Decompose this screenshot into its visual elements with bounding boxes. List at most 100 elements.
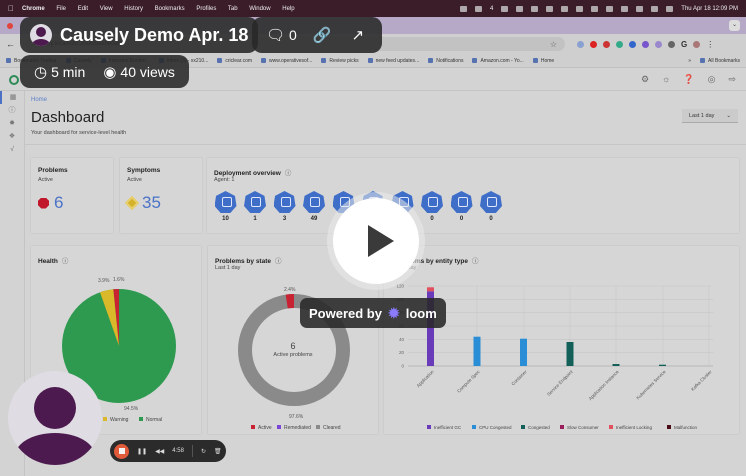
back-arrow-icon[interactable]: ← bbox=[6, 39, 15, 49]
video-title[interactable]: Causely Demo Apr. 18 bbox=[60, 24, 249, 45]
menu-edit[interactable]: Edit bbox=[71, 5, 88, 12]
extension-purple-icon[interactable] bbox=[642, 40, 649, 48]
pause-icon[interactable]: ❚❚ bbox=[137, 448, 148, 455]
bluetooth-icon[interactable] bbox=[591, 5, 599, 12]
entity-app[interactable]: 10 bbox=[214, 191, 237, 222]
menu-file[interactable]: File bbox=[50, 5, 66, 12]
pin-icon[interactable] bbox=[546, 5, 554, 12]
svg-text:Inefficient Locking: Inefficient Locking bbox=[616, 425, 652, 430]
info-icon[interactable]: ⓘ bbox=[471, 258, 479, 265]
breadcrumb[interactable]: Home bbox=[31, 97, 48, 103]
health-pie-chart[interactable]: 3.9% 1.6% 94.5% Warning Normal bbox=[31, 246, 201, 434]
close-window-icon[interactable] bbox=[7, 23, 13, 29]
search-icon[interactable] bbox=[651, 5, 659, 12]
extension-badge-icon[interactable] bbox=[603, 40, 610, 48]
theme-icon[interactable]: ☼ bbox=[662, 74, 671, 84]
symptom-diamond-icon bbox=[124, 195, 140, 211]
entity-svc[interactable]: 49 bbox=[303, 191, 326, 222]
extension-blue-icon[interactable] bbox=[629, 40, 636, 48]
shield-icon[interactable] bbox=[531, 5, 539, 12]
bookmark-item[interactable]: criclear.com bbox=[217, 58, 252, 64]
extension-icon[interactable] bbox=[516, 5, 524, 12]
profile-icon[interactable] bbox=[693, 40, 701, 48]
info-icon[interactable]: ⓘ bbox=[284, 170, 292, 177]
play-button[interactable] bbox=[327, 192, 425, 290]
causely-logo-icon[interactable] bbox=[9, 75, 19, 85]
rewind-icon[interactable]: ◀◀ bbox=[155, 448, 165, 455]
card-title: Problems by state bbox=[215, 258, 271, 265]
menu-app[interactable]: Chrome bbox=[16, 5, 45, 12]
extension-green-icon[interactable] bbox=[616, 40, 623, 48]
wechat-icon[interactable] bbox=[474, 5, 482, 12]
extension-1-icon[interactable] bbox=[577, 40, 584, 48]
opera-icon[interactable] bbox=[590, 40, 597, 48]
problems-donut-chart[interactable]: 2.4% 97.6% Active Remediated Cleared bbox=[208, 246, 378, 434]
nav-dashboard-icon[interactable]: ▦ bbox=[0, 91, 24, 104]
menu-help[interactable]: Help bbox=[276, 5, 294, 12]
problems-card[interactable]: Problems Active 6 bbox=[31, 158, 113, 233]
all-bookmarks[interactable]: All Bookmarks bbox=[700, 58, 740, 64]
nav-topology-icon[interactable]: ✸ bbox=[9, 120, 15, 127]
screen-icon[interactable] bbox=[576, 5, 584, 12]
gear-icon[interactable]: ⚙ bbox=[641, 74, 650, 84]
sound-icon[interactable] bbox=[501, 5, 509, 12]
bookmark-item[interactable]: Review picks bbox=[321, 58, 358, 64]
nav-metrics-icon[interactable]: √ bbox=[10, 146, 14, 153]
camera-bubble[interactable] bbox=[8, 371, 102, 465]
time-range-select[interactable]: Last 1 day ⌄ bbox=[682, 109, 738, 123]
entity-node[interactable]: 3 bbox=[273, 191, 296, 222]
menu-history[interactable]: History bbox=[118, 5, 143, 12]
info-icon[interactable]: ⓘ bbox=[61, 258, 69, 265]
apple-icon[interactable]:  bbox=[8, 4, 14, 13]
restart-icon[interactable]: ↻ bbox=[200, 448, 207, 455]
control-center-icon[interactable] bbox=[666, 5, 674, 12]
bookmark-item[interactable]: www.operativesof... bbox=[261, 58, 312, 64]
kubernetes-icon bbox=[244, 191, 266, 213]
eye-icon: ◉ bbox=[103, 63, 117, 81]
extension-gear-icon[interactable] bbox=[655, 40, 662, 48]
stop-recording-button[interactable] bbox=[114, 443, 129, 459]
symptoms-card[interactable]: Symptoms Active 35 bbox=[120, 158, 202, 233]
bookmark-item[interactable]: Home bbox=[533, 58, 554, 64]
extensions-puzzle-icon[interactable] bbox=[668, 40, 675, 48]
clock[interactable]: Thu Apr 18 12:09 PM bbox=[681, 5, 738, 12]
bookmark-item[interactable]: new feed updates... bbox=[368, 58, 420, 64]
entity-cluster[interactable]: 1 bbox=[244, 191, 267, 222]
powered-by-loom-badge[interactable]: Powered by ✹ loom bbox=[300, 298, 446, 328]
bookmark-item[interactable]: Notifications bbox=[428, 58, 463, 64]
menu-bookmarks[interactable]: Bookmarks bbox=[148, 5, 185, 12]
extensions: G ⋮ bbox=[577, 40, 714, 49]
dropbox-icon[interactable] bbox=[459, 5, 467, 12]
entity-broker[interactable]: 0 bbox=[421, 191, 444, 222]
entity-vm[interactable]: 0 bbox=[480, 191, 503, 222]
tab-search-chevron-icon[interactable]: ⌄ bbox=[729, 20, 740, 31]
wifi-icon[interactable] bbox=[636, 5, 644, 12]
bookmarks-overflow[interactable]: » bbox=[688, 57, 692, 64]
menu-tab[interactable]: Tab bbox=[221, 5, 238, 12]
menu-view[interactable]: View bbox=[93, 5, 113, 12]
nav-problems-icon[interactable]: ⓘ bbox=[8, 107, 16, 114]
logout-icon[interactable]: ⇨ bbox=[728, 74, 736, 84]
entity-cache[interactable]: 0 bbox=[450, 191, 473, 222]
trash-icon[interactable]: 🗑 bbox=[214, 448, 222, 455]
user-icon[interactable]: ◎ bbox=[707, 74, 716, 84]
svg-text:20: 20 bbox=[399, 350, 405, 355]
recording-timer: 4:58 bbox=[172, 448, 184, 454]
battery-icon[interactable] bbox=[621, 5, 629, 12]
more-menu-icon[interactable]: ⋮ bbox=[706, 39, 715, 49]
flag-icon[interactable] bbox=[606, 5, 614, 12]
comments-button[interactable]: 🗨 0 bbox=[266, 27, 297, 44]
google-icon[interactable]: G bbox=[681, 39, 688, 49]
nav-services-icon[interactable]: ❖ bbox=[8, 133, 16, 140]
clipboard-icon[interactable] bbox=[561, 5, 569, 12]
menu-profiles[interactable]: Profiles bbox=[190, 5, 216, 12]
menu-window[interactable]: Window bbox=[243, 5, 270, 12]
help-icon[interactable]: ❓ bbox=[683, 74, 695, 84]
bookmark-item[interactable]: Amazon.com - Yo... bbox=[472, 58, 523, 64]
card-title: Symptoms bbox=[127, 167, 161, 174]
copy-link-button[interactable]: 🔗 bbox=[313, 26, 336, 44]
open-external-button[interactable]: ↗ bbox=[352, 26, 369, 44]
bookmark-star-icon[interactable]: ☆ bbox=[549, 39, 557, 49]
info-icon[interactable]: ⓘ bbox=[275, 258, 282, 265]
